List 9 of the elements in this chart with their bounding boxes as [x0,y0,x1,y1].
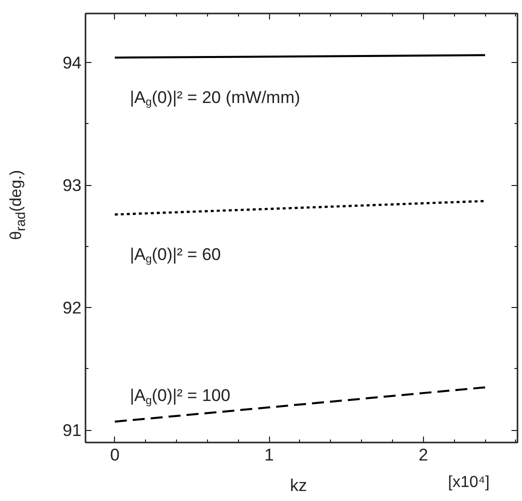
x-tick-label: 0 [110,446,120,464]
y-tick-label: 92 [62,298,82,318]
text: [x10⁴] [448,473,490,493]
y-tick-label: 94 [62,54,82,73]
y-tick-label: 93 [62,176,82,196]
x-tick-label: 1 [264,446,274,464]
x-axis-title: kz [290,475,307,497]
y-tick-label: 91 [62,421,82,440]
x-tick-label: 2 [418,446,428,464]
